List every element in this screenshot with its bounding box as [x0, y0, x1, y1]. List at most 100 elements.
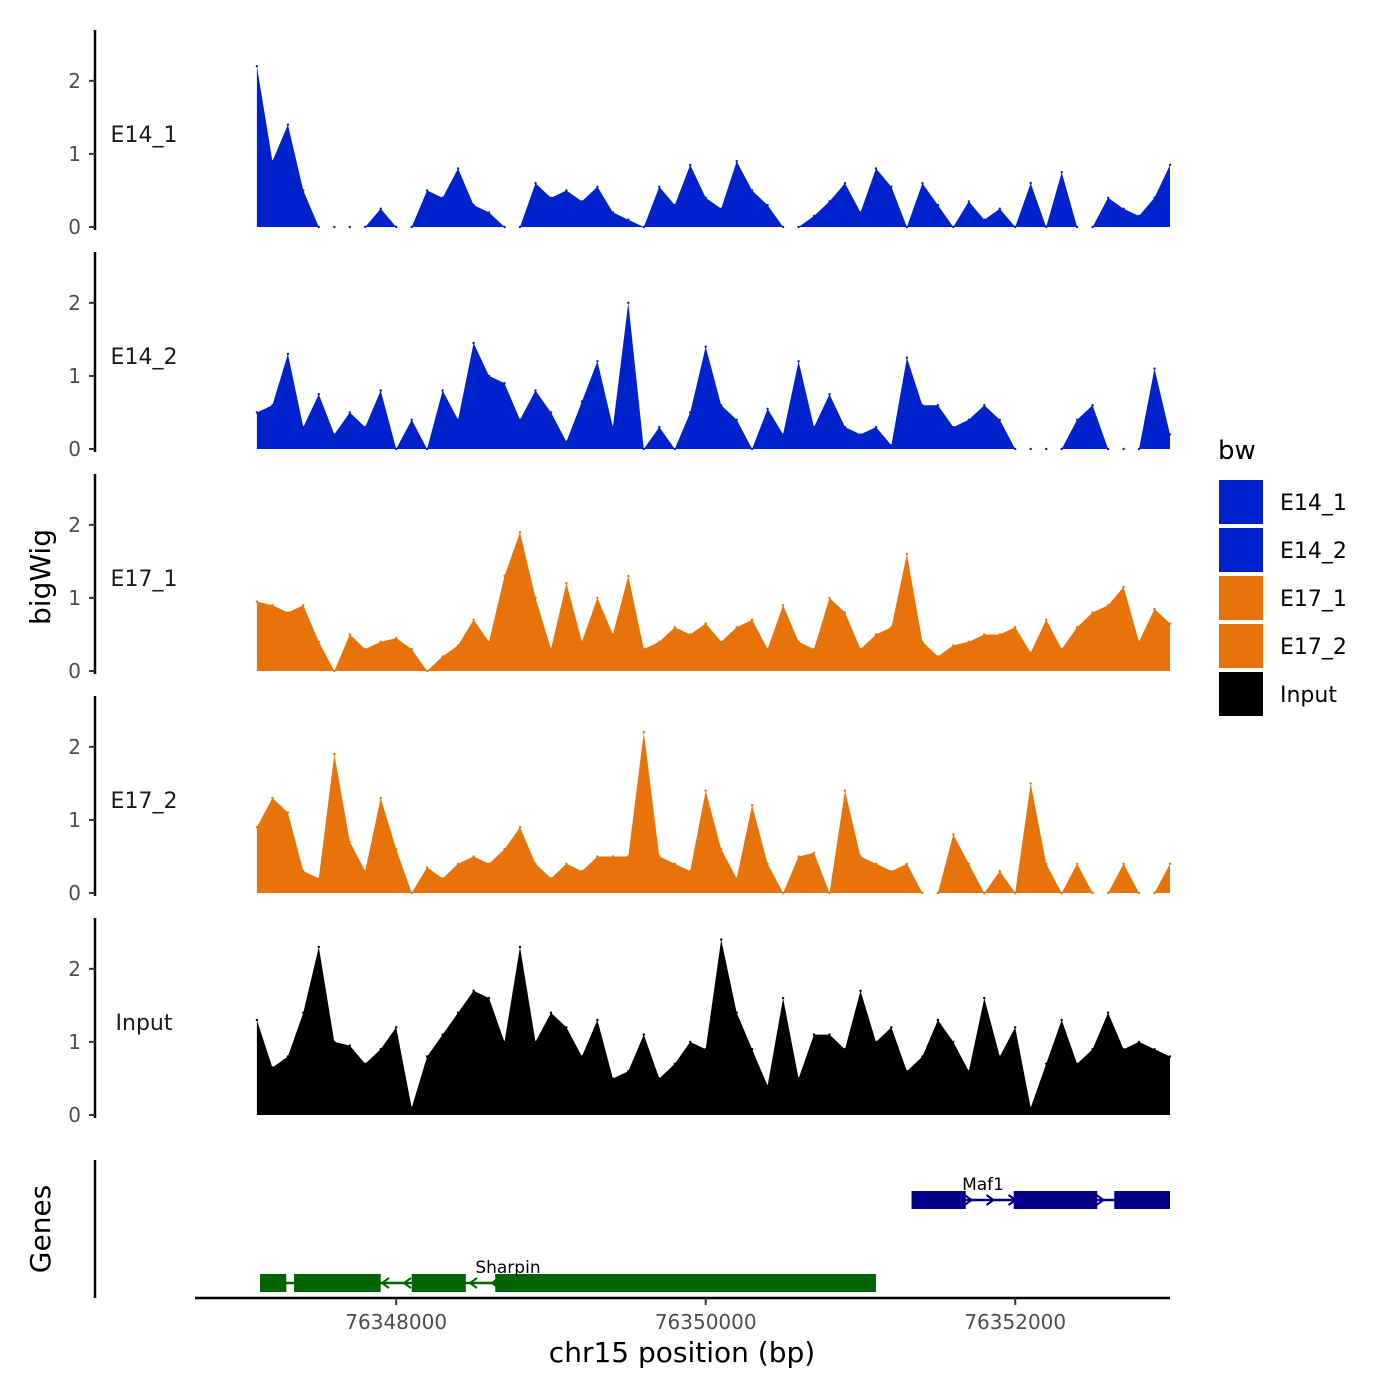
point-input [766, 1084, 769, 1088]
point-e17-2 [549, 877, 553, 880]
point-e17-2 [456, 862, 460, 865]
strand-arrow [380, 1277, 390, 1289]
point-e14-1 [580, 200, 584, 203]
point-e14-2 [967, 418, 970, 421]
point-input [859, 989, 862, 992]
point-e17-2 [658, 855, 661, 858]
x-axis-title: chr15 position (bp) [549, 1336, 815, 1369]
track-label-e14-2: E14_2 [111, 345, 178, 370]
point-e17-1 [750, 618, 754, 621]
point-input [1045, 1062, 1048, 1066]
point-e14-1 [487, 211, 491, 214]
point-input [580, 1055, 584, 1058]
legend-label-e14-1: E14_1 [1280, 491, 1347, 516]
legend-title: bw [1218, 436, 1256, 466]
point-input [518, 945, 522, 949]
point-input [890, 1026, 893, 1029]
point-e17-2 [627, 855, 630, 858]
point-input [1014, 1026, 1017, 1029]
point-e14-1 [998, 207, 1001, 210]
point-e17-2 [441, 877, 444, 880]
point-e14-2 [1153, 367, 1156, 370]
point-e14-1 [627, 218, 630, 221]
point-e14-1 [689, 163, 692, 167]
point-input [534, 1040, 537, 1044]
gene-exon [411, 1274, 466, 1292]
point-e14-1 [797, 225, 800, 229]
point-e17-2 [255, 826, 259, 829]
point-e17-1 [627, 574, 630, 578]
point-e17-1 [255, 600, 259, 603]
point-input [441, 1033, 444, 1036]
point-input [828, 1033, 831, 1036]
point-input [348, 1044, 351, 1047]
point-e17-2 [333, 753, 336, 756]
point-e14-1 [890, 185, 893, 188]
point-e14-1 [905, 225, 909, 229]
point-e14-2 [271, 404, 274, 407]
point-e17-1 [596, 596, 599, 600]
point-e17-1 [766, 647, 769, 651]
point-e17-2 [952, 833, 955, 836]
point-e17-2 [905, 862, 909, 865]
point-e17-2 [364, 869, 367, 873]
strand-arrow [402, 1277, 412, 1289]
point-e17-2 [565, 862, 568, 865]
point-e14-2 [689, 411, 692, 414]
point-e17-1 [534, 596, 537, 600]
point-input [735, 1011, 738, 1014]
point-input [627, 1070, 630, 1073]
point-e17-1 [1168, 622, 1172, 625]
point-e14-1 [333, 225, 336, 229]
point-e17-2 [518, 826, 522, 829]
point-e17-1 [333, 669, 336, 673]
point-e17-1 [549, 647, 553, 651]
point-e17-1 [1014, 626, 1017, 629]
coverage-tracks: 0 1 2 E14_1 0 1 2 E14_2 0 1 2 E17_1 0 1 2 E17_2 0 1 2 Input [68, 30, 1172, 1127]
legend-label-e14-2: E14_2 [1280, 539, 1347, 564]
point-e14-1 [1060, 171, 1063, 174]
point-e14-1 [503, 225, 506, 229]
point-e17-2 [1137, 891, 1141, 895]
point-e14-2 [395, 447, 398, 451]
point-e14-1 [441, 196, 444, 199]
point-input [596, 1018, 599, 1022]
x-tick-label: 76350000 [655, 1310, 757, 1334]
point-e17-2 [611, 855, 615, 858]
point-e17-1 [317, 640, 320, 643]
gene-exon [260, 1274, 287, 1292]
point-input [1106, 1011, 1110, 1014]
point-e17-1 [503, 574, 506, 578]
point-e14-2 [1137, 447, 1141, 451]
point-e17-2 [395, 848, 398, 851]
point-e14-2 [812, 425, 816, 429]
point-e17-2 [890, 869, 893, 873]
point-input [874, 1040, 878, 1044]
point-e14-2 [379, 389, 382, 392]
point-e17-2 [410, 891, 413, 895]
point-e17-2 [828, 891, 831, 895]
point-e14-1 [843, 182, 847, 185]
point-e17-2 [1168, 862, 1172, 865]
point-e14-2 [518, 418, 522, 421]
strand-arrow [985, 1194, 996, 1206]
point-e17-1 [921, 640, 924, 643]
point-e14-1 [766, 203, 769, 207]
point-e17-2 [781, 891, 785, 895]
point-e14-2 [255, 411, 259, 414]
point-e14-1 [859, 211, 862, 214]
point-e14-2 [1029, 447, 1032, 451]
point-e17-1 [874, 633, 878, 636]
point-e14-2 [952, 425, 955, 429]
point-e14-2 [1091, 404, 1094, 407]
point-e14-2 [828, 393, 831, 396]
point-e14-2 [487, 374, 491, 378]
point-e17-2 [936, 891, 940, 895]
point-input [983, 996, 986, 1000]
point-input [271, 1066, 274, 1069]
area-e14-2 [256, 302, 1170, 449]
point-input [333, 1040, 336, 1044]
point-input [750, 1048, 754, 1051]
strand-arrow [468, 1277, 478, 1289]
legend-label-input: Input [1280, 683, 1337, 708]
